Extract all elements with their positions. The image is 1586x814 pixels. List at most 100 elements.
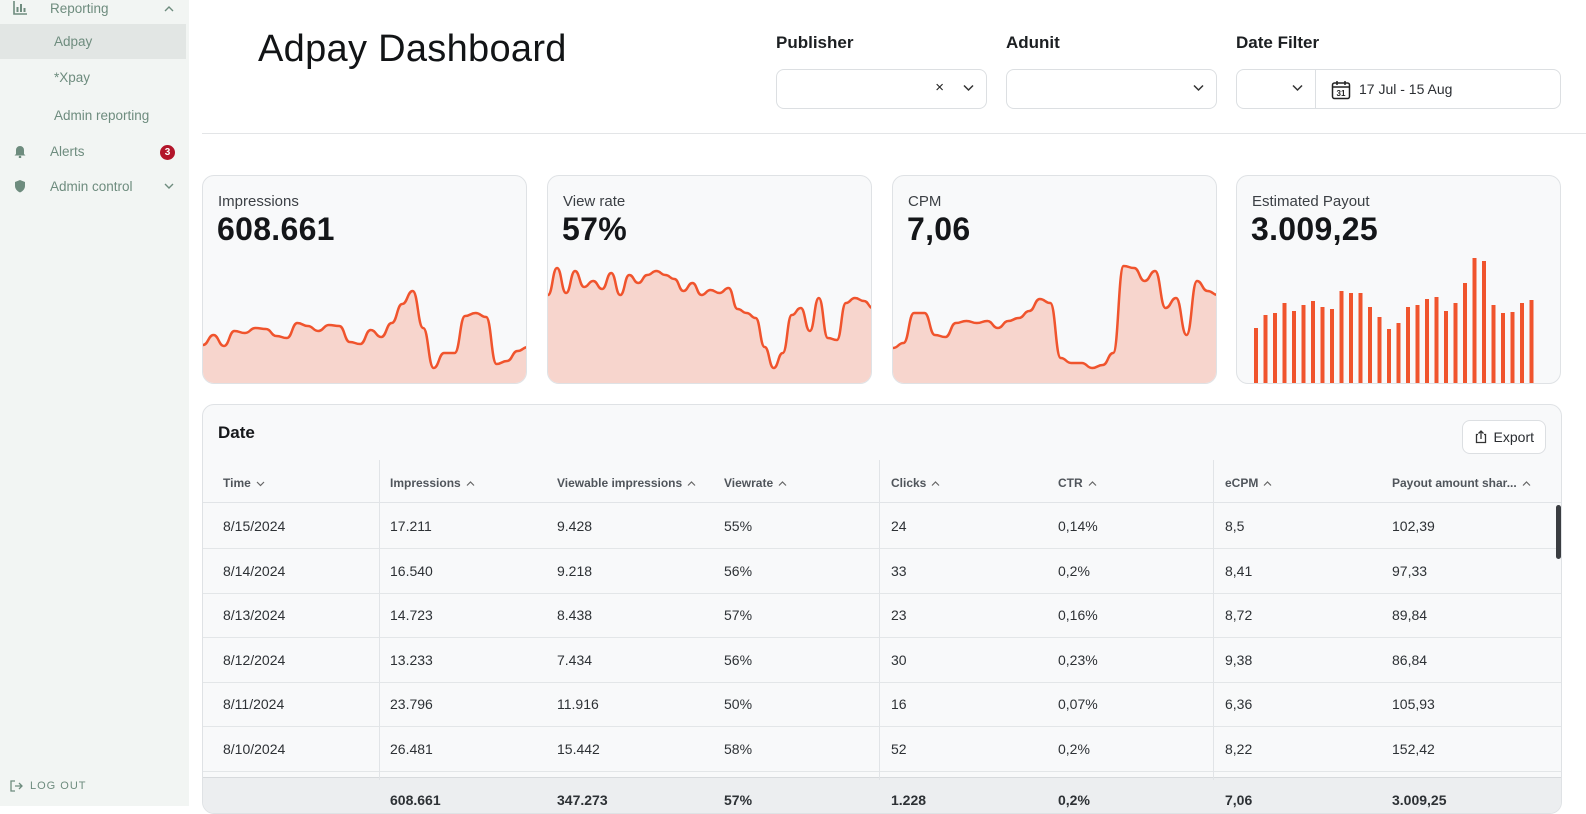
table-row[interactable]: 8/13/2024 14.723 8.438 57% 23 0,16% 8,72 89,84 <box>203 593 1561 638</box>
sort-asc-icon[interactable] <box>1522 479 1531 488</box>
table-cell: 0,2% <box>1058 562 1090 579</box>
sidebar-item-xpay[interactable]: *Xpay <box>0 61 186 96</box>
table-cell: 8,5 <box>1225 518 1245 534</box>
column-header[interactable]: Viewable impressions <box>557 476 696 490</box>
date-table-card: Date Export Time Impressions Viewable impr… <box>202 404 1562 814</box>
logout-link[interactable]: LOG OUT <box>10 780 87 792</box>
table-row[interactable]: 8/10/2024 26.481 15.442 58% 52 0,2% 8,22 152,42 <box>203 727 1561 772</box>
table-header: Time Impressions Viewable impressions Viewr… <box>203 460 1561 503</box>
sort-asc-icon[interactable] <box>778 479 787 488</box>
kpi-card-estimated-payout: Estimated Payout 3.009,25 <box>1236 175 1561 384</box>
table-scrollbar[interactable] <box>1556 505 1561 559</box>
payout-bar <box>1301 305 1306 383</box>
sparkline-area <box>548 268 871 383</box>
payout-bar <box>1273 313 1277 383</box>
payout-bar <box>1282 303 1287 383</box>
payout-bar <box>1263 315 1268 383</box>
sort-asc-icon[interactable] <box>931 479 940 488</box>
payout-bar <box>1520 303 1524 383</box>
payout-bar <box>1396 323 1401 383</box>
calendar-icon[interactable]: 31 <box>1331 80 1351 100</box>
export-button[interactable]: Export <box>1461 420 1546 454</box>
column-header[interactable]: CTR <box>1058 476 1097 490</box>
bell-icon <box>14 146 26 158</box>
payout-bar <box>1349 293 1353 383</box>
payout-bar <box>1292 311 1296 383</box>
table-cell: 17.211 <box>390 518 432 534</box>
table-row[interactable]: 8/15/2024 17.211 9.428 55% 24 0,14% 8,5 102,39 <box>203 504 1561 549</box>
column-header-label: Payout amount shar... <box>1392 476 1517 490</box>
table-cell: 16 <box>891 696 907 712</box>
column-divider <box>379 460 380 780</box>
table-row[interactable]: 8/14/2024 16.540 9.218 56% 33 0,2% 8,41 97,33 <box>203 549 1561 594</box>
payout-bar <box>1415 305 1420 383</box>
chevron-down-icon[interactable] <box>164 181 174 191</box>
adunit-select[interactable] <box>1006 69 1217 109</box>
sort-desc-icon[interactable] <box>256 479 265 488</box>
column-header-label: Clicks <box>891 476 927 490</box>
payout-bar <box>1434 297 1439 383</box>
table-cell: 8.438 <box>557 607 593 623</box>
header-divider <box>202 133 1586 134</box>
export-label: Export <box>1493 429 1534 445</box>
sidebar-item-label: Adpay <box>54 34 93 49</box>
sidebar-item-alerts[interactable]: Alerts 3 <box>0 141 186 163</box>
table-cell: 105,93 <box>1392 696 1435 712</box>
table-cell: 97,33 <box>1392 562 1428 579</box>
chevron-up-icon[interactable] <box>164 4 174 14</box>
column-header[interactable]: Viewrate <box>724 476 787 490</box>
column-header[interactable]: Impressions <box>390 476 475 490</box>
table-cell: 30 <box>891 651 907 668</box>
sidebar-item-adpay[interactable]: Adpay <box>0 24 186 59</box>
table-cell: 15.442 <box>557 740 600 757</box>
kpi-value: 608.661 <box>217 211 335 247</box>
total-cell: 0,2% <box>1058 792 1090 808</box>
kpi-value: 57% <box>562 211 627 247</box>
sidebar-item-label: *Xpay <box>54 70 91 85</box>
chevron-down-icon[interactable] <box>963 84 974 92</box>
impressions-sparkline <box>203 289 526 383</box>
sort-asc-icon[interactable] <box>466 479 475 488</box>
chevron-down-icon[interactable] <box>1193 84 1204 92</box>
kpi-card-impressions: Impressions 608.661 <box>202 175 527 384</box>
sort-asc-icon[interactable] <box>1263 479 1272 488</box>
sidebar-item-reporting[interactable]: Reporting <box>0 0 186 17</box>
adunit-label: Adunit <box>1006 33 1060 52</box>
table-cell: 50% <box>724 696 753 712</box>
column-header[interactable]: eCPM <box>1225 476 1272 490</box>
table-row[interactable]: 8/12/2024 13.233 7.434 56% 30 0,23% 9,38 86,84 <box>203 638 1561 683</box>
sort-asc-icon[interactable] <box>1088 479 1097 488</box>
kpi-label: Impressions <box>218 193 299 210</box>
alerts-badge: 3 <box>160 145 175 160</box>
kpi-label: Estimated Payout <box>1252 193 1370 210</box>
total-cell: 347.273 <box>557 792 608 808</box>
date-filter-control[interactable]: 31 17 Jul - 15 Aug <box>1236 69 1561 109</box>
table-cell: 23 <box>891 607 907 623</box>
sidebar-item-admin-reporting[interactable]: Admin reporting <box>0 98 186 133</box>
column-header-label: eCPM <box>1225 476 1259 490</box>
publisher-select[interactable]: × <box>776 69 987 109</box>
logout-icon <box>10 780 23 792</box>
chevron-down-icon[interactable] <box>1292 84 1303 92</box>
payout-bar <box>1339 291 1344 383</box>
clear-icon[interactable]: × <box>935 79 944 96</box>
total-cell: 57% <box>724 792 753 808</box>
table-cell: 13.233 <box>390 651 433 668</box>
sort-asc-icon[interactable] <box>687 479 696 488</box>
table-cell: 14.723 <box>390 607 433 623</box>
date-range-input[interactable]: 17 Jul - 15 Aug <box>1359 81 1453 97</box>
table-cell: 55% <box>724 518 753 534</box>
column-header[interactable]: Payout amount shar... <box>1392 476 1531 490</box>
table-cell: 152,42 <box>1392 740 1435 757</box>
table-cell: 0,16% <box>1058 607 1098 623</box>
table-cell: 0,07% <box>1058 696 1098 712</box>
calendar-day: 31 <box>1337 89 1346 98</box>
payout-bar <box>1330 309 1334 383</box>
table-row[interactable]: 8/11/2024 23.796 11.916 50% 16 0,07% 6,36 105,9… <box>203 682 1561 727</box>
payout-bar <box>1491 305 1496 383</box>
column-header[interactable]: Clicks <box>891 476 940 490</box>
table-cell: 0,23% <box>1058 651 1098 668</box>
column-header[interactable]: Time <box>223 476 265 490</box>
sidebar-item-admin-control[interactable]: Admin control <box>0 176 186 196</box>
sparkline-line <box>548 266 871 370</box>
